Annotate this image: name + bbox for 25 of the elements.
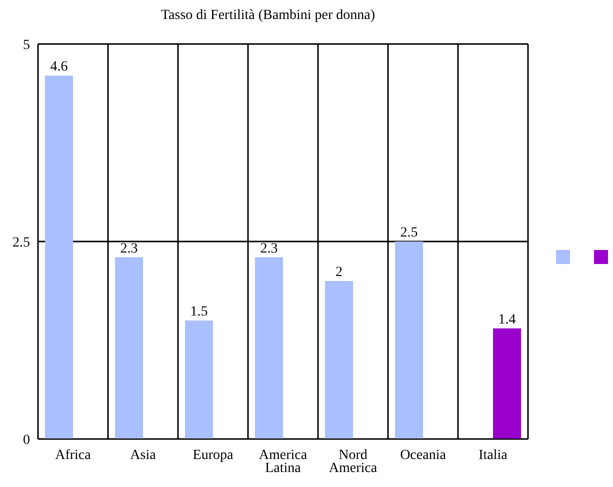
bar — [185, 320, 213, 439]
y-tick-label: 2.5 — [12, 235, 30, 250]
data-label: 2.5 — [400, 226, 418, 240]
x-tick-label: Europa — [192, 448, 234, 463]
x-tick-label: Nord America — [328, 448, 378, 476]
x-tick-label: Oceania — [400, 448, 447, 463]
x-tick-label: America Latina — [258, 448, 308, 476]
data-label: 1.5 — [190, 304, 208, 320]
y-tick-label: 5 — [23, 38, 30, 53]
x-tick-label: Asia — [130, 448, 157, 463]
bar — [115, 257, 143, 439]
data-label: 2 — [336, 265, 342, 280]
bar — [325, 281, 353, 439]
bar — [45, 76, 73, 439]
bar — [395, 242, 423, 439]
y-tick-label: 0 — [23, 432, 30, 448]
x-tick-label: Italia — [478, 448, 508, 463]
data-label: 2.3 — [120, 241, 138, 256]
chart-title: Tasso di Fertilità (Bambini per donna) — [160, 8, 376, 24]
data-label: 4.6 — [50, 60, 68, 75]
bar — [493, 328, 521, 439]
data-label: 2.3 — [260, 241, 278, 256]
data-label: 1.4 — [498, 312, 516, 328]
x-tick-label: Africa — [55, 448, 92, 463]
bar — [255, 257, 283, 439]
